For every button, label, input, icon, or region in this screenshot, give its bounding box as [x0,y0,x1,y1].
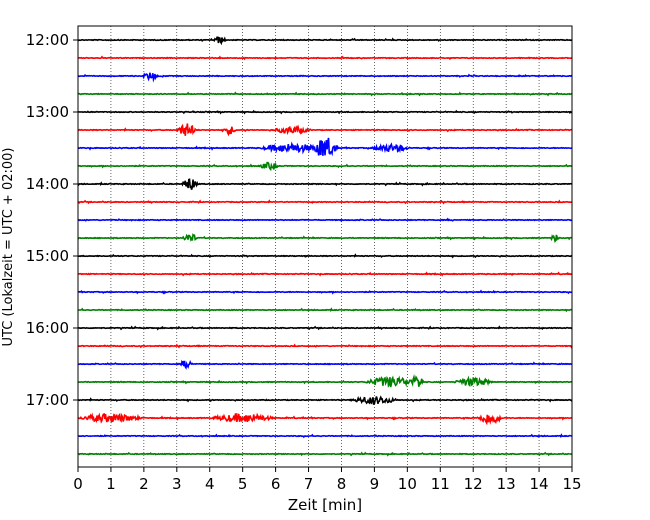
x-tick-label: 4 [205,475,215,493]
trace-1715 [77,412,573,426]
y-tick-label: 16:00 [26,319,69,337]
y-tick-label: 13:00 [26,103,69,121]
x-tick-label: 11 [431,475,450,493]
trace-1730 [77,433,573,439]
x-tick-label: 13 [497,475,516,493]
x-tick-label: 1 [106,475,116,493]
x-tick-label: 3 [172,475,182,493]
x-tick-label: 6 [271,475,281,493]
trace-1315 [77,123,573,137]
x-axis-title: Zeit [min] [288,496,362,514]
trace-1400 [77,178,573,190]
trace-1330 [77,137,573,157]
trace-1600 [77,325,573,331]
x-tick-label: 0 [73,475,83,493]
x-tick-label: 14 [530,475,549,493]
trace-1630 [77,359,573,370]
trace-1530 [77,289,573,295]
y-tick-label: 14:00 [26,175,69,193]
x-tick-label: 8 [337,475,347,493]
trace-1300 [77,109,573,115]
y-tick-label: 17:00 [26,391,69,409]
x-tick-label: 15 [562,475,581,493]
y-axis-title: UTC (Lokalzeit = UTC + 02:00) [1,148,16,347]
x-tick-label: 7 [304,475,314,493]
trace-1445 [77,233,573,244]
trace-1345 [77,161,573,172]
x-tick-label: 12 [464,475,483,493]
trace-1515 [77,271,573,277]
trace-1245 [77,91,573,97]
trace-1200 [77,36,573,46]
traces [77,36,573,457]
x-tick-label: 2 [139,475,149,493]
y-ticks: 12:00 13:00 14:00 15:00 16:00 17:00 [26,31,78,409]
trace-1230 [77,72,573,83]
trace-1645 [77,374,573,388]
trace-1215 [77,55,573,61]
trace-1415 [77,199,573,205]
x-ticks: 0 1 2 3 4 5 6 7 8 9 10 11 12 13 14 15 [73,467,582,493]
y-tick-label: 15:00 [26,247,69,265]
trace-1700 [77,395,573,405]
y-tick-label: 12:00 [26,31,69,49]
trace-1430 [77,217,572,223]
x-tick-label: 10 [398,475,417,493]
x-tick-label: 5 [238,475,248,493]
trace-1500 [77,253,573,259]
trace-1615 [77,343,573,349]
trace-1745 [77,451,573,457]
x-tick-label: 9 [370,475,380,493]
trace-1545 [77,307,573,313]
plot-frame [77,25,573,468]
